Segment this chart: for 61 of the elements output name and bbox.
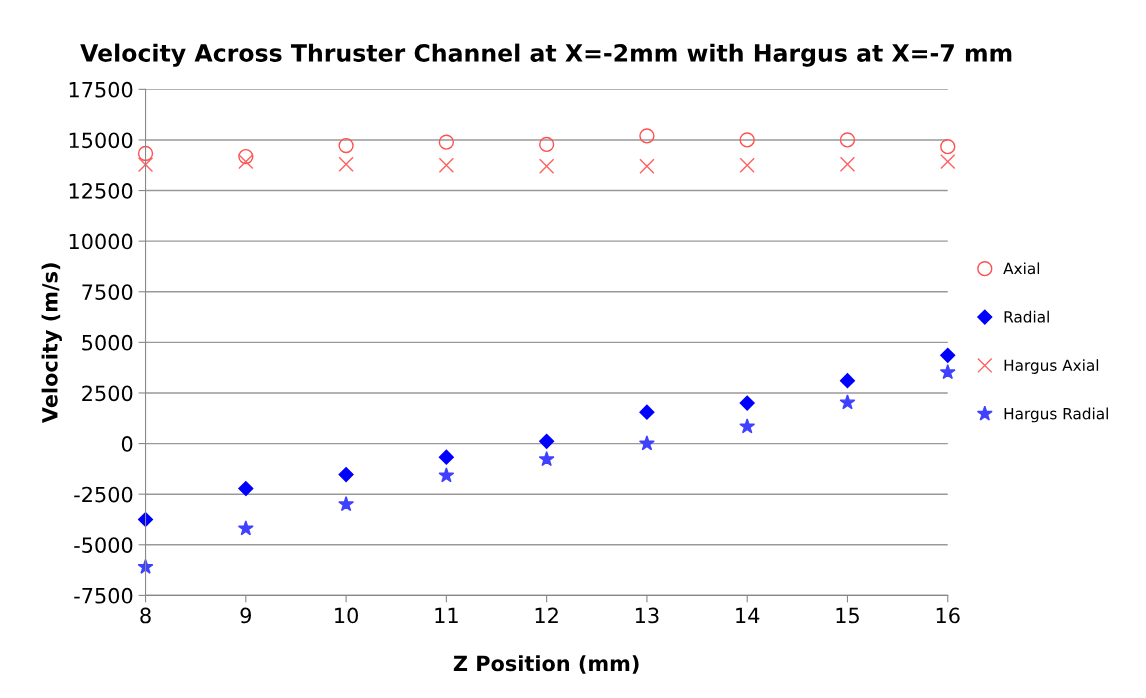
point [739,132,755,148]
point [438,134,455,150]
point [739,395,755,411]
point [939,363,956,380]
x-tick-label: 11 [435,607,458,624]
x-tick-label: 10 [335,607,358,624]
point [539,433,555,449]
point [539,158,555,174]
x-tick-label: 12 [535,607,558,624]
chart-title: Velocity Across Thruster Channel at X=-2mm with Hargus at X=-7 mm [80,43,1012,67]
y-axis-title: Velocity (m/s) [41,263,62,424]
legend-label: Radial [1004,310,1049,323]
point [639,158,655,174]
point [438,467,455,483]
point [839,132,856,148]
point [137,145,154,162]
y-tick-label: 0 [121,436,133,452]
point [238,480,254,497]
point [238,148,254,165]
point [338,156,354,172]
point [739,157,755,173]
point [739,418,756,434]
y-tick-label: -2500 [74,486,133,503]
legend-label: Axial [1003,262,1040,275]
y-tick-label: 10000 [69,233,133,250]
point [940,153,956,170]
point [839,394,856,410]
point [639,128,655,144]
point [539,136,555,153]
point [639,404,655,420]
point [638,435,655,451]
x-tick-label: 8 [140,607,151,624]
x-tick-label: 15 [836,607,859,624]
point [438,449,454,465]
y-tick-label: -5000 [74,537,133,553]
y-tick-label: 7500 [82,284,133,300]
point [538,451,555,467]
y-tick-label: 17500 [69,81,133,98]
legend-label: Hargus Axial [1004,359,1099,374]
x-tick-label: 9 [240,607,251,624]
point [338,466,354,483]
point [940,138,956,155]
y-tick-label: -7500 [74,587,133,604]
point [338,495,355,512]
point [839,156,856,172]
x-tick-label: 16 [936,607,960,624]
y-tick-label: 2500 [82,385,133,402]
x-tick-label: 13 [635,607,659,624]
x-axis-title: Z Position (mm) [453,655,639,674]
legend-label: Hargus Radial [1004,407,1108,423]
point [338,137,354,154]
y-tick-label: 15000 [69,132,133,149]
point [940,347,956,363]
y-tick-label: 12500 [69,183,133,199]
point [438,157,455,173]
y-tick-label: 5000 [82,334,133,351]
x-tick-label: 14 [736,607,760,624]
point [237,520,254,536]
point [238,153,254,170]
point [137,157,154,173]
point [839,373,856,389]
